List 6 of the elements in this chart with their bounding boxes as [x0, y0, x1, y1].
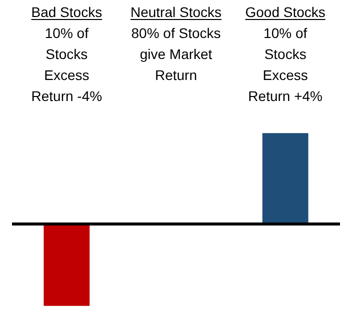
- text: 10% of Stocks Excess Return -4%: [31, 25, 102, 104]
- x-tick-label: Neutral Stocks: [130, 4, 222, 20]
- x-tick-label: Bad Stocks: [31, 4, 102, 20]
- text: 80% of Stocks give Market Return: [131, 25, 221, 83]
- x-tick-label: Good Stocks: [245, 4, 326, 20]
- text: 10% of Stocks Excess Return +4%: [248, 25, 322, 104]
